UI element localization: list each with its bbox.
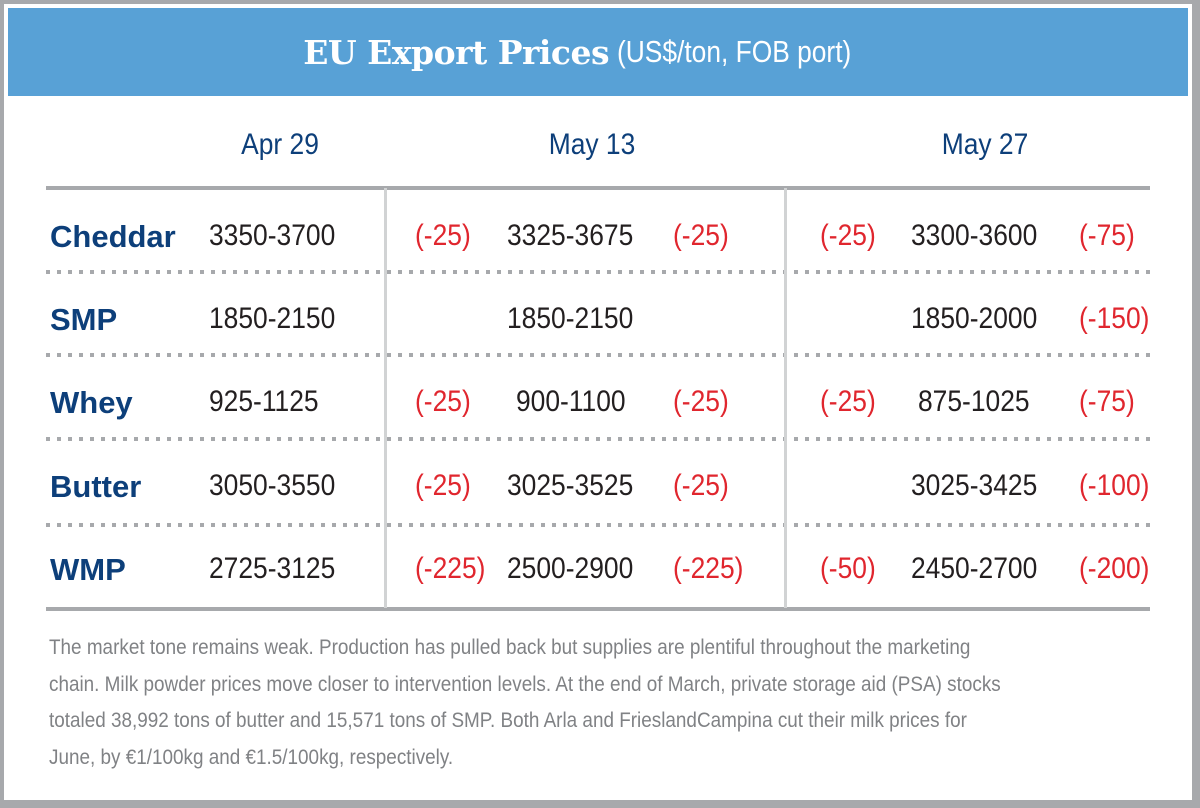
change-may27: (-200) (1079, 552, 1150, 585)
change-may27: (-75) (1079, 219, 1135, 252)
product-label: WMP (50, 552, 126, 587)
price-apr29: 1850-2150 (209, 302, 336, 335)
column-header-apr29: Apr 29 (241, 128, 319, 161)
change-may27: (-150) (1079, 302, 1150, 335)
product-label: SMP (50, 302, 118, 337)
price-may13: 2500-2900 (507, 552, 634, 585)
price-may13: 3025-3525 (507, 469, 634, 502)
price-may13: 3325-3675 (507, 219, 634, 252)
change-may27: (-100) (1079, 469, 1150, 502)
price-apr29: 3050-3550 (209, 469, 336, 502)
note-line: totaled 38,992 tons of butter and 15,571… (49, 709, 967, 732)
note-line: June, by €1/100kg and €1.5/100kg, respec… (49, 745, 454, 769)
change-may13: (-25) (673, 219, 729, 252)
note-line: The market tone remains weak. Production… (49, 636, 971, 659)
price-may27: 875-1025 (918, 385, 1030, 418)
column-divider (784, 188, 787, 608)
product-label: Whey (50, 385, 133, 420)
price-may27: 3025-3425 (911, 469, 1038, 502)
note-line: chain. Milk powder prices move closer to… (49, 672, 1001, 696)
column-header-may13: May 13 (548, 128, 636, 161)
table-bottom-rule (46, 607, 1150, 611)
product-label: Butter (50, 469, 142, 504)
column-header-may27: May 27 (941, 128, 1029, 161)
change-into-may13: (-25) (415, 385, 471, 418)
change-into-may13: (-25) (415, 219, 471, 252)
change-into-may13: (-25) (415, 469, 471, 502)
column-divider (384, 188, 387, 608)
header-subtitle: (US$/ton, FOB port) (617, 34, 852, 69)
row-divider (46, 270, 1150, 274)
price-may13: 900-1100 (516, 385, 626, 418)
product-label: Cheddar (50, 219, 176, 254)
price-apr29: 925-1125 (209, 385, 319, 418)
price-apr29: 3350-3700 (209, 219, 336, 252)
price-may27: 2450-2700 (911, 552, 1038, 585)
price-may27: 3300-3600 (911, 219, 1038, 252)
change-may27: (-75) (1079, 385, 1135, 418)
row-divider (46, 353, 1150, 357)
change-may13: (-25) (673, 385, 729, 418)
price-may27: 1850-2000 (911, 302, 1038, 335)
row-divider (46, 523, 1150, 527)
row-divider (46, 437, 1150, 441)
change-into-may13: (-225) (415, 552, 486, 585)
price-apr29: 2725-3125 (209, 552, 336, 585)
change-into-may27: (-50) (820, 552, 876, 585)
card-header: EU Export Prices (US$/ton, FOB port) (8, 8, 1188, 96)
change-into-may27: (-25) (820, 219, 876, 252)
change-into-may27: (-25) (820, 385, 876, 418)
market-commentary: The market tone remains weak. Production… (49, 630, 1129, 776)
change-may13: (-225) (673, 552, 744, 585)
header-title: EU Export Prices (303, 32, 610, 72)
price-may13: 1850-2150 (507, 302, 634, 335)
change-may13: (-25) (673, 469, 729, 502)
price-card (4, 4, 1192, 800)
table-top-rule (46, 186, 1150, 190)
